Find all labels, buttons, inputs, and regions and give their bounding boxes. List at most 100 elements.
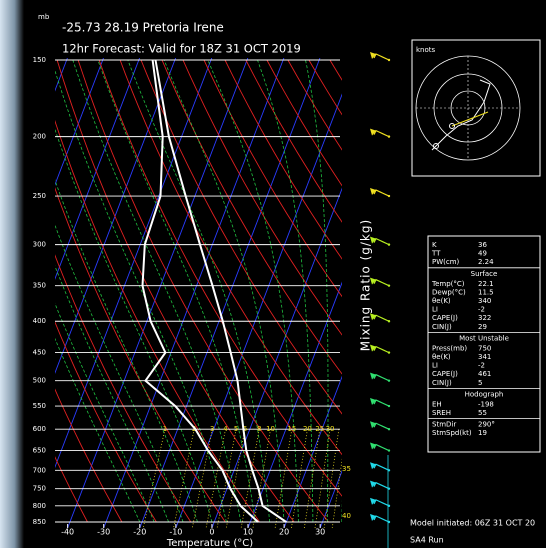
wind-dot (387, 135, 391, 138)
index-key: CIN(J) (432, 323, 452, 331)
index-value: 2.24 (478, 258, 494, 266)
index-table: K 36 TT 49 PW(cm) 2.24 Surface Temp(°C) 22.1 Dewp… (428, 241, 540, 437)
y-tick-label: 500 (33, 377, 46, 385)
index-key: Press(mb) (432, 344, 467, 352)
wind-flag (370, 313, 376, 321)
index-key: PW(cm) (432, 258, 460, 266)
x-tick-label: 30 (315, 528, 325, 537)
mixing-ratio-label: 15 (287, 425, 296, 433)
wind-flag (370, 421, 376, 429)
mixing-ratio-label: 20 (303, 425, 312, 433)
wind-flag (370, 398, 376, 406)
y-tick-label: 350 (33, 282, 46, 290)
index-value: -2 (478, 306, 485, 314)
hodo-point (433, 143, 439, 149)
wind-dot (387, 449, 391, 452)
y-tick-label: 650 (33, 447, 46, 455)
index-key: CAPE(J) (432, 314, 458, 322)
section-title: Hodograph (465, 390, 504, 398)
dry-adiabat (55, 388, 123, 523)
wind-flag (370, 372, 376, 380)
wind-flag (370, 188, 376, 196)
wind-dot (387, 428, 391, 431)
index-key: SREH (432, 409, 451, 417)
wind-dot (387, 58, 391, 62)
wind-flag (370, 462, 376, 470)
profiles (141, 59, 287, 523)
mixing-ratio-label: 3 (210, 425, 214, 433)
moist-adiabat (55, 179, 198, 523)
hodograph: knots (411, 39, 541, 177)
index-value: 55 (478, 409, 487, 417)
wind-flag (370, 236, 376, 244)
mixing-ratio-line (142, 429, 166, 528)
mixing-ratio-label: 6 (243, 425, 248, 433)
y-tick-label: 800 (33, 502, 46, 510)
x-tick-label: 0 (209, 528, 214, 537)
mixing-ratio-label: 1 (163, 425, 167, 433)
index-value: -198 (478, 400, 494, 408)
temperature-line (154, 59, 287, 523)
y-tick-label: 850 (33, 518, 46, 526)
wind-flag (370, 128, 376, 136)
dry-adiabat (55, 254, 192, 523)
y-tick-label: 200 (33, 133, 46, 141)
foreground: 1 2 3 4 5 6 8 10 15 20 25 3015020025030035040045050… (33, 52, 391, 548)
index-key: K (432, 241, 437, 249)
index-value: 19 (478, 429, 487, 437)
dry-adiabat (55, 187, 226, 523)
wind-dot (387, 320, 391, 323)
wind-dot (387, 404, 391, 408)
index-key: LI (432, 306, 438, 314)
index-key: StmDir (432, 421, 456, 429)
index-key: LI (432, 362, 438, 370)
y-tick-label: 300 (33, 241, 46, 249)
wind-dot (387, 351, 391, 354)
index-key: TT (431, 250, 441, 258)
index-key: StmSpd(kt) (432, 429, 472, 437)
mixing-ratio-line (173, 429, 195, 528)
wind-dot (387, 284, 391, 287)
y-tick-label: 400 (33, 317, 46, 325)
chart-subtitle: 12hr Forecast: Valid for 18Z 31 OCT 2019 (62, 42, 301, 56)
index-value: 11.5 (478, 288, 494, 296)
x-tick-label: -30 (97, 528, 110, 537)
wind-dot (387, 379, 391, 382)
mixing-ratio-label: 30 (326, 425, 335, 433)
wind-flag (370, 442, 376, 450)
storm-vector (451, 111, 489, 127)
chart-title: -25.73 28.19 Pretoria Irene (62, 21, 224, 35)
index-value: 461 (478, 370, 491, 378)
wind-flag (370, 344, 376, 352)
x-tick-label: -20 (133, 528, 146, 537)
x-tick-label: 10 (243, 528, 253, 537)
isotherm (283, 375, 342, 528)
index-value: 322 (478, 314, 491, 322)
mixing-ratio-label: 4 (223, 425, 228, 433)
y-tick-label: 450 (33, 349, 46, 357)
hodo-trace (431, 79, 491, 151)
section-title: Most Unstable (459, 334, 509, 342)
dewpoint-line (141, 59, 259, 523)
mixing-ratio-title: Mixing Ratio (g/kg) (359, 219, 373, 351)
run-label: SA4 Run (410, 536, 444, 545)
y-unit: mb (38, 13, 50, 21)
index-key: θe(K) (432, 297, 451, 305)
hodo-point (449, 123, 455, 129)
edge-glow (0, 0, 24, 548)
y-tick-label: 250 (33, 192, 46, 200)
index-value: -2 (478, 362, 485, 370)
index-value: 341 (478, 353, 491, 361)
wind-flag (370, 277, 376, 285)
y-tick-label: 750 (33, 485, 46, 493)
model-initiated: Model initiated: 06Z 31 OCT 20 (410, 519, 535, 528)
isotherm (211, 187, 342, 528)
wind-flag (370, 497, 376, 505)
x-tick-label: -40 (61, 528, 74, 537)
moist-adiabat (55, 69, 227, 523)
section-title: Surface (471, 270, 498, 278)
mixing-ratio-label: 10 (266, 425, 275, 433)
wind-flag (370, 514, 376, 521)
wind-dot (387, 194, 391, 198)
